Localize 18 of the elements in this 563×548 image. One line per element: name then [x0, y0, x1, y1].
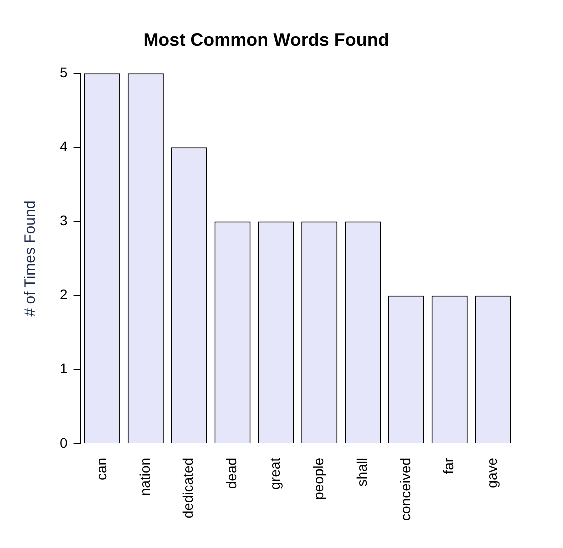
- x-tick-label: far: [440, 458, 457, 474]
- x-tick-label: gave: [484, 458, 500, 488]
- y-axis-title: # of Times Found: [22, 200, 40, 317]
- x-tick-label: dead: [224, 458, 240, 490]
- x-tick-label: can: [93, 458, 110, 481]
- y-tick-label: 0: [60, 434, 68, 451]
- y-tick-label: 2: [60, 286, 68, 303]
- x-tick-label: shall: [354, 458, 370, 487]
- chart-title: Most Common Words Found: [144, 30, 390, 50]
- y-tick-label: 1: [60, 360, 68, 377]
- x-tick-label: dedicated: [180, 458, 196, 519]
- x-tick-label: conceived: [397, 458, 414, 522]
- y-tick-label: 4: [60, 138, 68, 155]
- y-tick-label: 3: [60, 212, 68, 229]
- x-tick-label: nation: [136, 458, 153, 496]
- x-tick-label: people: [310, 458, 326, 500]
- x-tick-label: great: [267, 458, 284, 490]
- y-tick-label: 5: [60, 64, 68, 80]
